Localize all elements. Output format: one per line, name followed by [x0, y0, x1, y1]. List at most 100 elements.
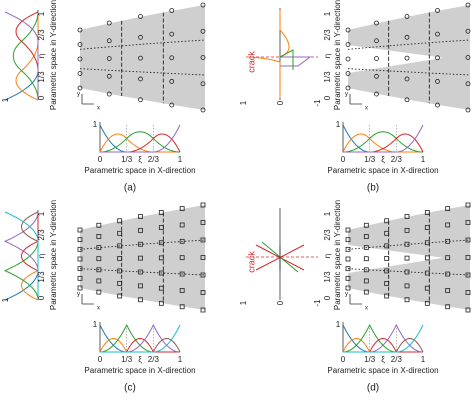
control-point: [200, 28, 206, 34]
control-point: [445, 287, 451, 293]
basis-curve: [99, 124, 180, 153]
control-point: [345, 256, 351, 262]
control-point: [345, 227, 351, 233]
crack-tick: -1: [313, 99, 322, 107]
crack-tick: 0: [276, 100, 285, 105]
y-tick-label: 1: [37, 11, 46, 16]
control-point: [404, 255, 410, 261]
control-point: [384, 230, 390, 236]
x-tick-label: 2/3: [148, 355, 160, 364]
control-point: [96, 289, 102, 295]
x-tick-label: 1/3: [121, 355, 133, 364]
y-axis-label: Parametric space in Y-direction: [49, 200, 58, 310]
x-tick-label: 0: [98, 155, 103, 164]
caption: (a): [124, 183, 136, 194]
control-point: [77, 237, 83, 243]
x-tick-label: 2/3: [391, 355, 403, 364]
control-point: [465, 272, 471, 278]
knot-line: [347, 68, 471, 76]
control-point: [200, 307, 206, 313]
coord-label: x: [365, 106, 368, 112]
control-point: [465, 107, 471, 113]
basis-curve: [99, 131, 181, 153]
control-point: [138, 76, 143, 82]
control-point: [465, 237, 471, 243]
x-tick-label: 1: [421, 355, 426, 364]
basis-curve: [343, 124, 424, 153]
knot-line: [347, 39, 471, 50]
control-point: [77, 246, 83, 252]
control-point: [424, 300, 430, 306]
control-point: [404, 14, 410, 19]
x-tick-label: 1: [178, 355, 183, 364]
basis-curve: [100, 324, 181, 353]
y-tick-label: 1: [323, 11, 332, 16]
x-tick-label: 2/3: [391, 155, 403, 164]
crack-gap: [348, 45, 444, 73]
control-point: [158, 240, 164, 246]
x-axis-label: Parametric space in X-direction: [327, 366, 438, 375]
coord-arrows: [81, 94, 94, 105]
control-point: [77, 285, 83, 291]
control-point: [345, 266, 351, 272]
crack-function: [280, 56, 312, 67]
control-point: [158, 270, 164, 276]
control-point: [138, 97, 143, 103]
control-point: [384, 293, 390, 299]
control-point: [465, 220, 471, 225]
control-point: [169, 55, 175, 61]
control-point: [179, 238, 185, 244]
x-tick-label: 1: [421, 155, 426, 164]
control-point: [404, 55, 410, 61]
control-point: [445, 222, 451, 228]
crack-tick: 1: [239, 100, 248, 105]
coord-label: y: [77, 92, 80, 98]
coord-label: x: [365, 306, 368, 312]
control-point: [200, 2, 206, 8]
y-tick-label: 2/3: [37, 229, 46, 241]
control-point: [374, 73, 379, 79]
y-tick-label: η: [37, 54, 46, 58]
x-tick-label: 0: [98, 355, 103, 364]
y-tick-label: 1/3: [37, 271, 46, 283]
control-point: [445, 238, 451, 244]
basis-curve: [343, 324, 424, 353]
coord-label: y: [345, 92, 348, 98]
control-point: [200, 220, 206, 225]
control-point: [169, 8, 175, 13]
basis-curve: [12, 11, 39, 101]
coord-arrows: [81, 294, 94, 305]
basis-curve: [4, 12, 39, 101]
x-tick-label: ξ: [381, 155, 385, 164]
crack-label: crack: [246, 51, 256, 73]
caption: (c): [124, 383, 136, 394]
control-point: [363, 289, 369, 295]
coord-label: x: [97, 306, 100, 312]
control-point: [77, 71, 83, 76]
control-point: [77, 56, 83, 62]
control-point: [158, 225, 164, 230]
coord-label: x: [97, 106, 100, 112]
caption: (b): [367, 183, 379, 194]
control-point: [363, 234, 369, 239]
control-point: [158, 285, 164, 291]
y-tick-label: 2/3: [323, 29, 332, 41]
control-point: [345, 237, 351, 243]
y-tick-label: 0: [323, 295, 332, 300]
control-point: [404, 76, 410, 82]
coord-label: y: [345, 292, 348, 298]
control-point: [424, 255, 430, 261]
control-point: [465, 202, 471, 208]
control-point: [424, 285, 430, 291]
panel: 1 01/3η2/31 Parametric space in Y-directio…: [1, 0, 206, 194]
control-point: [465, 81, 471, 87]
control-point: [179, 222, 185, 228]
control-point: [374, 38, 379, 44]
control-point: [345, 71, 351, 76]
y-tick-label: 2/3: [37, 29, 46, 41]
control-point: [117, 293, 123, 299]
control-point: [345, 275, 351, 281]
control-point: [404, 97, 410, 103]
control-point: [158, 210, 164, 215]
y-tick-label: 1: [323, 211, 332, 216]
